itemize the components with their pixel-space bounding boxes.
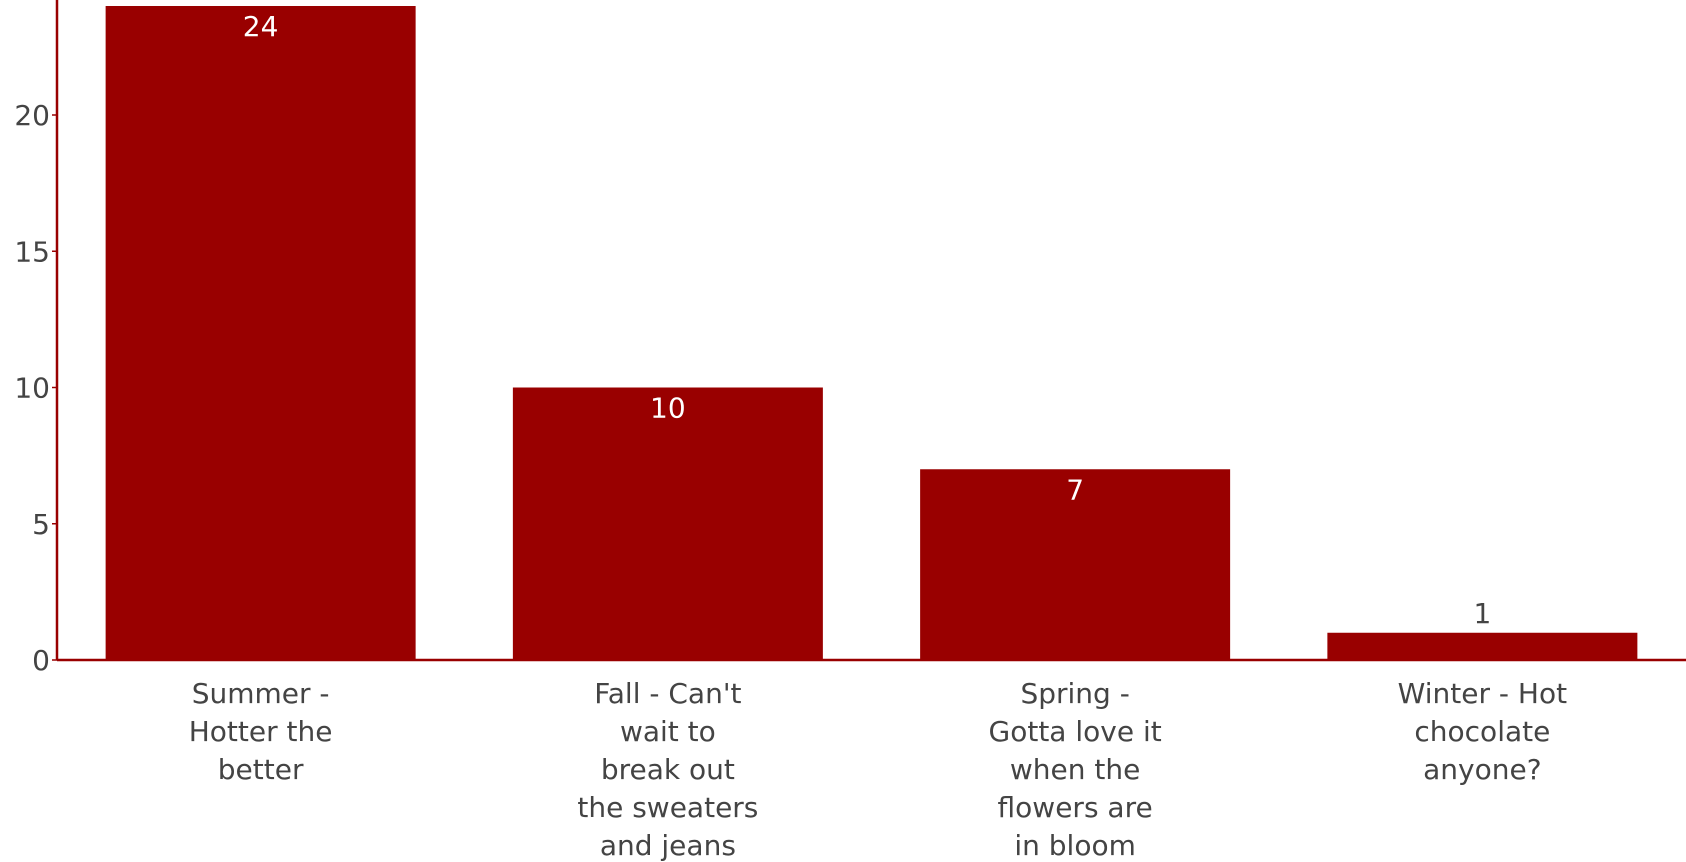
y-tick-label-3: 15 [14, 235, 50, 268]
axes-group: 0 5 10 15 20 [14, 0, 1686, 677]
labels-group: 24 Summer -Hotter the better 10 Fall - Can't… [189, 10, 1567, 862]
category-label-2: Spring -Gotta love it when the flowers are… [989, 677, 1162, 862]
data-label-3: 1 [1473, 597, 1491, 630]
bar-1 [512, 387, 823, 660]
bars-group [105, 6, 1638, 660]
y-tick-label-2: 10 [14, 372, 50, 405]
bar-2 [920, 469, 1231, 660]
category-label-3: Winter - Hot chocolate anyone? [1398, 677, 1567, 786]
data-label-1: 10 [650, 392, 686, 425]
category-label-0: Summer -Hotter the better [189, 677, 333, 786]
bar-3 [1327, 632, 1638, 660]
y-tick-label-1: 5 [32, 508, 50, 541]
y-tick-label-4: 20 [14, 99, 50, 132]
y-tick-label-0: 0 [32, 644, 50, 677]
category-label-1: Fall - Can't wait to break out the sweaters… [577, 677, 758, 862]
data-label-2: 7 [1066, 473, 1084, 506]
data-label-0: 24 [243, 10, 279, 43]
bar-0 [105, 6, 416, 660]
